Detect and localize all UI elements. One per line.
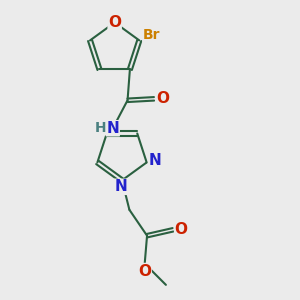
- Text: Br: Br: [143, 28, 160, 42]
- Text: N: N: [106, 121, 119, 136]
- Text: N: N: [148, 154, 161, 169]
- Text: O: O: [108, 15, 121, 30]
- Text: H: H: [94, 121, 106, 135]
- Text: N: N: [114, 179, 127, 194]
- Text: O: O: [138, 263, 151, 278]
- Text: O: O: [175, 222, 188, 237]
- Text: O: O: [156, 91, 169, 106]
